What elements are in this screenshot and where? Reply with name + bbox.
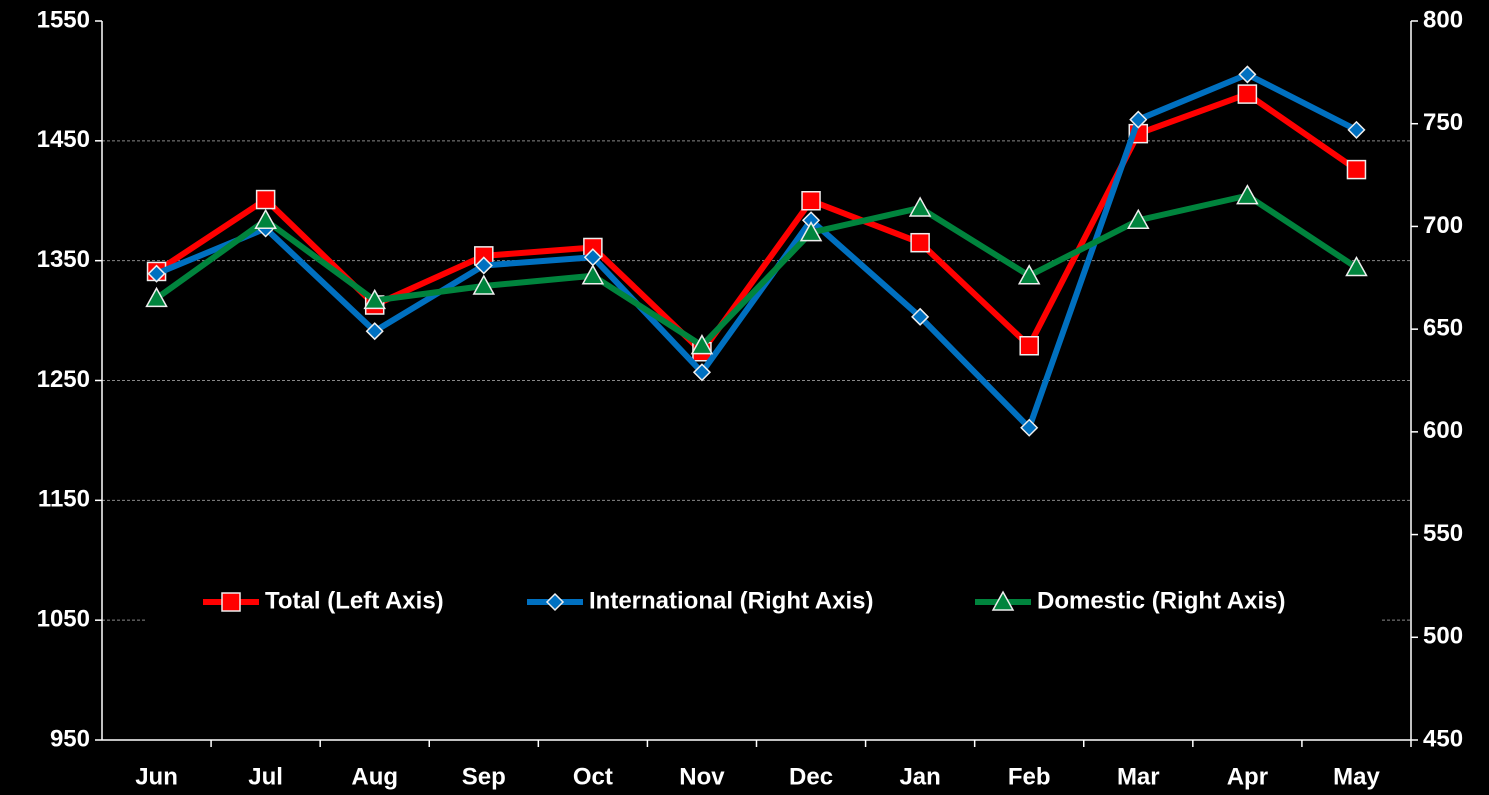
marker bbox=[1238, 65, 1257, 84]
marker bbox=[692, 363, 712, 382]
y-tick-label: 1550 bbox=[37, 6, 90, 33]
marker bbox=[1017, 264, 1041, 285]
y-tick-label: 1150 bbox=[38, 486, 90, 513]
marker bbox=[1020, 418, 1039, 437]
legend bbox=[145, 580, 1380, 626]
y-tick-label: 1250 bbox=[37, 366, 90, 393]
x-tick-label: May bbox=[1333, 763, 1380, 790]
series-line bbox=[154, 192, 1359, 349]
x-tick-label: Nov bbox=[679, 763, 725, 790]
y2-tick-label: 650 bbox=[1423, 314, 1463, 341]
marker bbox=[1019, 335, 1039, 356]
marker bbox=[221, 592, 241, 612]
x-tick-label: Dec bbox=[789, 763, 833, 790]
marker bbox=[801, 191, 821, 211]
y-tick-label: 1350 bbox=[37, 246, 90, 273]
marker bbox=[147, 264, 166, 283]
marker bbox=[1237, 84, 1258, 104]
y-tick-label: 1050 bbox=[37, 606, 90, 633]
y2-tick-label: 500 bbox=[1423, 623, 1463, 650]
marker bbox=[474, 256, 493, 275]
x-tick-label: Jul bbox=[248, 763, 283, 790]
series-line bbox=[155, 71, 1358, 431]
marker bbox=[363, 288, 386, 310]
y2-tick-label: 550 bbox=[1423, 520, 1463, 547]
legend-label: Total (Left Axis) bbox=[265, 587, 444, 614]
marker bbox=[365, 322, 384, 341]
legend-label: International (Right Axis) bbox=[589, 587, 873, 614]
x-tick-label: Feb bbox=[1008, 763, 1051, 790]
marker bbox=[145, 286, 168, 308]
marker bbox=[991, 590, 1015, 611]
y2-tick-label: 450 bbox=[1423, 725, 1463, 752]
x-tick-label: Oct bbox=[573, 763, 613, 790]
marker bbox=[1346, 159, 1367, 180]
y-tick-label: 1450 bbox=[37, 126, 90, 153]
x-tick-label: Mar bbox=[1117, 763, 1160, 790]
y-tick-label: 950 bbox=[50, 725, 90, 752]
marker bbox=[254, 208, 277, 230]
y2-tick-label: 600 bbox=[1423, 417, 1463, 444]
marker bbox=[911, 307, 930, 326]
y2-tick-label: 750 bbox=[1423, 109, 1463, 136]
legend-label: Domestic (Right Axis) bbox=[1037, 587, 1285, 614]
x-tick-label: Apr bbox=[1227, 763, 1268, 790]
x-tick-label: Sep bbox=[462, 763, 506, 790]
marker bbox=[1129, 110, 1148, 129]
x-tick-label: Jun bbox=[135, 763, 178, 790]
marker bbox=[1127, 208, 1150, 230]
marker bbox=[910, 232, 930, 253]
marker bbox=[1345, 255, 1368, 277]
marker bbox=[1347, 120, 1366, 139]
marker bbox=[472, 274, 496, 295]
marker bbox=[799, 221, 823, 242]
marker bbox=[690, 334, 714, 355]
y2-tick-label: 800 bbox=[1423, 6, 1463, 33]
y2-tick-label: 700 bbox=[1423, 212, 1463, 239]
marker bbox=[1236, 184, 1259, 205]
x-tick-label: Aug bbox=[351, 763, 398, 790]
marker bbox=[908, 196, 932, 217]
marker bbox=[545, 592, 565, 612]
x-tick-label: Jan bbox=[899, 763, 940, 790]
marker bbox=[581, 264, 605, 285]
marker bbox=[255, 189, 276, 210]
